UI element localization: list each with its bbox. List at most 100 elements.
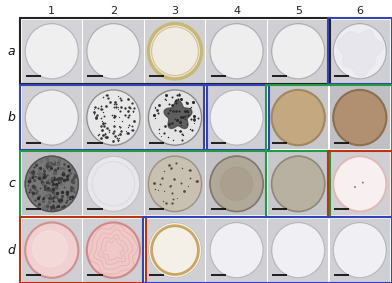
Point	[46, 196, 52, 200]
Bar	[205, 85, 269, 151]
Point	[71, 175, 77, 179]
Point	[162, 124, 168, 128]
Point	[169, 103, 175, 107]
Circle shape	[333, 90, 387, 145]
Point	[48, 183, 54, 187]
Point	[119, 118, 125, 123]
Point	[44, 180, 50, 184]
Point	[125, 109, 131, 113]
Point	[177, 119, 183, 124]
Point	[129, 101, 135, 106]
Point	[117, 132, 123, 136]
Point	[30, 190, 36, 195]
Point	[61, 173, 67, 177]
Circle shape	[33, 231, 67, 267]
Point	[115, 138, 121, 143]
Point	[50, 158, 56, 163]
Point	[64, 175, 70, 179]
Point	[125, 113, 132, 117]
Bar	[328, 18, 392, 84]
Point	[48, 165, 54, 170]
Point	[111, 113, 118, 117]
Point	[45, 160, 51, 164]
Point	[42, 184, 48, 188]
Point	[100, 110, 107, 114]
Circle shape	[221, 167, 252, 200]
Point	[46, 168, 53, 173]
Point	[106, 128, 113, 132]
Point	[45, 188, 51, 192]
Circle shape	[333, 222, 387, 278]
Point	[55, 205, 61, 210]
Point	[171, 138, 177, 142]
Point	[36, 194, 42, 198]
Bar	[20, 85, 207, 151]
Point	[45, 190, 51, 194]
Point	[40, 182, 46, 187]
Point	[47, 207, 54, 211]
Point	[52, 160, 58, 164]
Circle shape	[149, 156, 201, 211]
Point	[31, 185, 37, 190]
Point	[54, 176, 60, 181]
Point	[42, 174, 48, 178]
Point	[46, 196, 53, 200]
Point	[41, 175, 47, 179]
Point	[129, 127, 135, 132]
Point	[125, 131, 131, 136]
Point	[69, 195, 75, 200]
Point	[29, 168, 35, 172]
Point	[127, 106, 133, 110]
Circle shape	[87, 90, 140, 145]
Point	[46, 198, 52, 203]
Point	[37, 165, 44, 170]
Text: 3: 3	[171, 7, 178, 16]
Point	[156, 131, 162, 135]
Point	[71, 188, 78, 193]
Point	[187, 176, 193, 181]
Point	[26, 178, 33, 183]
Point	[60, 171, 66, 176]
Point	[103, 126, 110, 130]
Point	[161, 188, 167, 193]
Point	[172, 101, 179, 106]
Point	[67, 171, 74, 175]
Point	[47, 178, 53, 183]
Point	[185, 184, 191, 188]
Point	[61, 178, 67, 182]
Point	[51, 175, 57, 179]
Point	[58, 197, 65, 202]
Point	[38, 178, 45, 183]
Point	[67, 197, 73, 201]
Point	[60, 170, 66, 175]
Point	[123, 130, 130, 135]
Point	[195, 116, 201, 120]
Point	[103, 135, 109, 139]
Circle shape	[272, 156, 325, 211]
Point	[168, 183, 174, 187]
Circle shape	[272, 90, 325, 145]
Point	[28, 186, 34, 190]
Bar	[143, 217, 392, 283]
Point	[30, 172, 36, 176]
Point	[191, 121, 197, 125]
Point	[44, 166, 50, 170]
Point	[53, 204, 60, 209]
Point	[58, 198, 64, 203]
Point	[41, 169, 47, 173]
Point	[98, 115, 105, 120]
Point	[50, 190, 56, 195]
Point	[187, 105, 194, 110]
Point	[183, 100, 189, 104]
Point	[111, 115, 117, 120]
Circle shape	[210, 222, 263, 278]
Point	[36, 175, 43, 179]
Point	[37, 175, 43, 179]
Point	[67, 185, 74, 189]
Point	[58, 182, 64, 186]
Point	[130, 128, 136, 132]
Point	[102, 132, 108, 136]
Point	[64, 177, 71, 182]
Point	[72, 174, 78, 179]
Point	[50, 199, 56, 203]
